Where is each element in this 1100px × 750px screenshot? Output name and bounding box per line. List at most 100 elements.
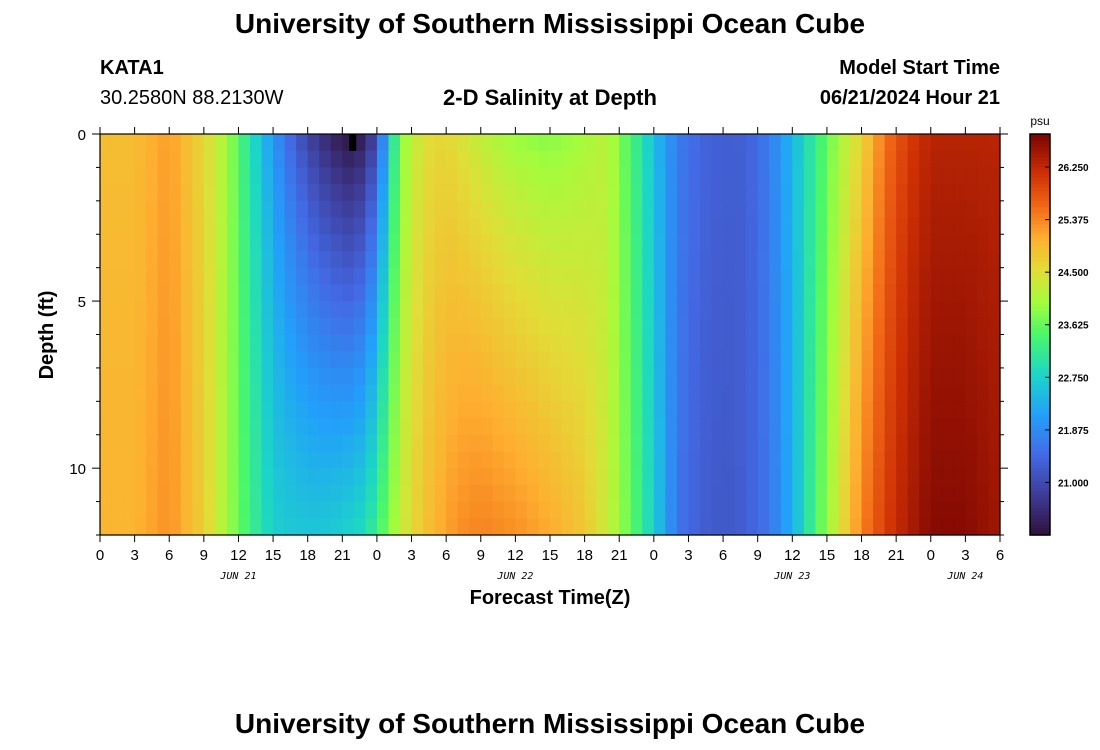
heatmap-cell [134, 484, 147, 503]
heatmap-cell [284, 317, 297, 336]
heatmap-cell [746, 284, 759, 302]
heatmap-cell [365, 518, 378, 536]
heatmap-cell [780, 284, 793, 302]
heatmap-cell [319, 351, 332, 369]
heatmap-cell [203, 317, 216, 336]
heatmap-cell [584, 234, 597, 252]
heatmap-cell [930, 267, 943, 285]
heatmap-cell [769, 367, 782, 386]
heatmap-cell [550, 501, 563, 519]
heatmap-cell [607, 451, 620, 469]
heatmap-cell [780, 250, 793, 269]
heatmap-cell [123, 167, 136, 185]
heatmap-cell [319, 134, 332, 152]
heatmap-cell [976, 167, 990, 185]
heatmap-cell [584, 334, 597, 352]
heatmap-cell [769, 518, 782, 536]
heatmap-cell [665, 351, 678, 369]
heatmap-cell [792, 217, 805, 235]
heatmap-cell [930, 200, 943, 219]
heatmap-cell [746, 484, 759, 503]
heatmap-cell [734, 501, 747, 519]
heatmap-cell [676, 217, 690, 235]
colorbar-segment [1030, 237, 1050, 242]
heatmap-cell [538, 334, 551, 352]
colorbar-segment [1030, 287, 1050, 292]
heatmap-cell [376, 250, 390, 269]
heatmap-cell [446, 434, 459, 453]
heatmap-cell [457, 200, 470, 219]
heatmap-cell [261, 167, 274, 185]
heatmap-cell [215, 317, 228, 336]
heatmap-cell [353, 301, 366, 319]
heatmap-cell [757, 434, 770, 453]
heatmap-cell [123, 134, 136, 152]
heatmap-cell [803, 418, 816, 436]
heatmap-cell [653, 317, 666, 336]
heatmap-cell [353, 367, 366, 386]
heatmap-cell [434, 434, 447, 453]
heatmap-cell [573, 200, 586, 219]
heatmap-cell [411, 250, 424, 269]
heatmap-cell [723, 518, 736, 536]
heatmap-cell [861, 351, 874, 369]
heatmap-cell [307, 167, 320, 185]
heatmap-cell [861, 217, 874, 235]
heatmap-cell [665, 301, 678, 319]
heatmap-cell [423, 418, 436, 436]
heatmap-cell [261, 501, 274, 519]
heatmap-cell [296, 250, 309, 269]
heatmap-cell [642, 334, 655, 352]
heatmap-cell [123, 284, 136, 302]
heatmap-cell [446, 418, 459, 436]
heatmap-cell [653, 134, 666, 152]
heatmap-cell [250, 217, 263, 235]
colorbar-segment [1030, 504, 1050, 509]
heatmap-cell [457, 301, 470, 319]
heatmap-cell [596, 518, 609, 536]
heatmap-cell [642, 518, 655, 536]
x-tick-label: 21 [334, 547, 351, 564]
heatmap-cell [203, 200, 216, 219]
heatmap-cell [896, 184, 909, 202]
heatmap-cell [653, 267, 666, 285]
heatmap-cell [146, 150, 159, 169]
heatmap-cell [815, 501, 828, 519]
colorbar-segment [1030, 160, 1050, 165]
colorbar-segment [1030, 271, 1050, 275]
heatmap-cell [261, 184, 274, 202]
heatmap-cell [988, 234, 1001, 252]
heatmap-cell [446, 134, 459, 152]
heatmap-cell [157, 351, 170, 369]
heatmap-cell [353, 451, 366, 469]
colorbar-segment [1030, 144, 1050, 148]
heatmap-cell [238, 150, 251, 169]
heatmap-cell [192, 351, 205, 369]
heatmap-cell [584, 250, 597, 269]
heatmap-cell [792, 250, 805, 269]
heatmap-cell [826, 200, 840, 219]
heatmap-cell [596, 384, 609, 402]
heatmap-cell [561, 150, 574, 169]
colorbar-segment [1030, 354, 1050, 359]
heatmap-cell [146, 334, 159, 352]
colorbar-segment [1030, 147, 1050, 152]
heatmap-cell [711, 334, 724, 352]
heatmap-cell [342, 384, 355, 402]
heatmap-cell [792, 317, 805, 336]
heatmap-cell [434, 317, 447, 336]
heatmap-cell [388, 284, 401, 302]
heatmap-cell [203, 250, 216, 269]
heatmap-cell [146, 468, 159, 486]
colorbar-segment [1030, 137, 1050, 142]
colorbar-segment [1030, 214, 1050, 219]
x-tick-label: 15 [265, 547, 282, 564]
heatmap-cell [711, 451, 724, 469]
heatmap-cell [480, 267, 493, 285]
heatmap-cell [296, 384, 309, 402]
colorbar-segment [1030, 511, 1050, 516]
colorbar-segment [1030, 458, 1050, 463]
heatmap-cell [261, 317, 274, 336]
heatmap-cell [538, 501, 551, 519]
heatmap-cell [330, 217, 343, 235]
